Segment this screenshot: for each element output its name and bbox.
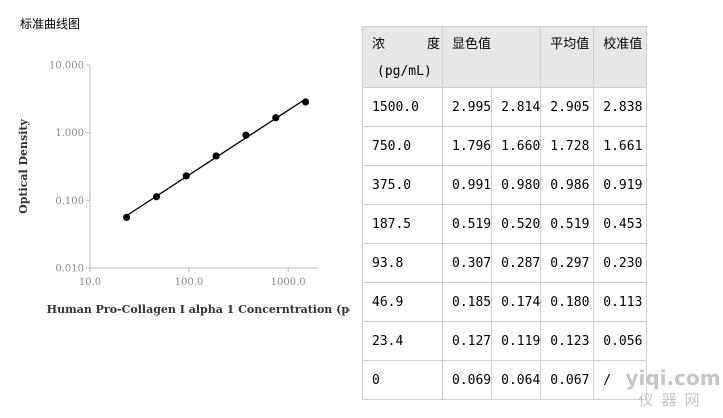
cell-od1: 0.991 — [441, 165, 493, 205]
cell-conc: 93.8 — [362, 243, 443, 283]
cell-avg: 0.519 — [540, 204, 595, 244]
header-calibrated: 校准值 — [593, 26, 648, 88]
data-point — [122, 213, 131, 221]
cell-od2: 2.814 — [491, 87, 542, 127]
cell-od2: 0.174 — [491, 282, 542, 322]
data-point — [212, 152, 220, 160]
cell-od1: 0.185 — [441, 282, 493, 322]
data-point — [242, 131, 250, 139]
table-row: 1500.0 2.995 2.814 2.905 2.838 — [362, 87, 648, 127]
chart-axes — [89, 65, 318, 269]
cell-conc: 1500.0 — [362, 87, 443, 127]
data-point — [272, 114, 280, 122]
cell-cal: 0.230 — [593, 243, 648, 283]
table-row: 93.8 0.307 0.287 0.297 0.230 — [362, 243, 648, 283]
cell-conc: 750.0 — [362, 126, 443, 166]
chart-points — [122, 98, 310, 221]
header-conc-char2: 度 — [426, 37, 440, 52]
cell-conc: 46.9 — [362, 282, 443, 322]
cell-cal: 2.838 — [593, 87, 648, 127]
y-tick-label: 10.000 — [49, 61, 84, 72]
cell-cal: 0.453 — [593, 204, 648, 244]
cell-avg: 0.986 — [540, 165, 595, 205]
table-row: 46.9 0.185 0.174 0.180 0.113 — [362, 282, 648, 322]
cell-od1: 1.796 — [441, 126, 493, 166]
data-point — [302, 98, 310, 106]
y-tick-label: 0.010 — [55, 264, 84, 275]
cell-od2: 0.520 — [491, 204, 542, 244]
cell-avg: 0.067 — [540, 360, 595, 400]
header-average: 平均值 — [540, 26, 595, 88]
x-tick-label: 1000.0 — [271, 277, 306, 288]
chart-ticks: 0.010 0.100 1.000 10.000 10.0 100.0 1000.0 — [49, 61, 306, 289]
cell-conc: 0 — [362, 360, 443, 400]
cell-od2: 0.119 — [491, 321, 542, 361]
cell-od2: 0.287 — [491, 243, 542, 283]
cell-od2: 1.660 — [491, 126, 542, 166]
y-axis-title: Optical Density — [17, 119, 30, 214]
cell-od1: 2.995 — [441, 87, 493, 127]
cell-od1: 0.519 — [441, 204, 493, 244]
cell-conc: 187.5 — [362, 204, 443, 244]
table-row: 187.5 0.519 0.520 0.519 0.453 — [362, 204, 648, 244]
x-axis-title: Human Pro-Collagen I alpha 1 Concerntrat… — [47, 303, 350, 316]
cell-avg: 0.180 — [540, 282, 595, 322]
x-tick-label: 100.0 — [175, 277, 204, 288]
table-row: 375.0 0.991 0.980 0.986 0.919 — [362, 165, 648, 205]
page-title: 标准曲线图 — [20, 17, 81, 31]
data-point — [182, 172, 190, 180]
cell-avg: 0.123 — [540, 321, 595, 361]
cell-od2: 0.064 — [491, 360, 542, 400]
cell-conc: 23.4 — [362, 321, 443, 361]
cell-od1: 0.069 — [441, 360, 493, 400]
header-conc-unit: (pg/mL) — [377, 64, 432, 79]
header-od: 显色值 — [441, 26, 542, 88]
standard-table: 浓 度 (pg/mL) 显色值 平均值 校准值 1500.0 2.995 2.814… — [362, 26, 648, 400]
cell-cal: 0.056 — [593, 321, 648, 361]
y-tick-label: 1.000 — [55, 128, 84, 139]
y-tick-label: 0.100 — [55, 196, 84, 207]
cell-conc: 375.0 — [362, 165, 443, 205]
cell-od2: 0.980 — [491, 165, 542, 205]
cell-cal: / — [593, 360, 648, 400]
cell-cal: 0.919 — [593, 165, 648, 205]
data-point — [152, 193, 161, 201]
cell-od1: 0.307 — [441, 243, 493, 283]
cell-avg: 0.297 — [540, 243, 595, 283]
cell-avg: 2.905 — [540, 87, 595, 127]
cell-avg: 1.728 — [540, 126, 595, 166]
header-conc-char1: 浓 — [372, 37, 386, 52]
standard-curve-chart: 0.010 0.100 1.000 10.000 10.0 100.0 1000.0 Hum… — [17, 61, 350, 317]
cell-od1: 0.127 — [441, 321, 493, 361]
table-row: 0 0.069 0.064 0.067/ — [362, 360, 648, 400]
cell-cal: 0.113 — [593, 282, 648, 322]
cell-cal: 1.661 — [593, 126, 648, 166]
x-tick-label: 10.0 — [79, 277, 101, 288]
header-concentration: 浓 度 (pg/mL) — [362, 26, 443, 88]
table-row: 23.4 0.127 0.119 0.123 0.056 — [362, 321, 648, 361]
table-row: 750.0 1.796 1.660 1.728 1.661 — [362, 126, 648, 166]
